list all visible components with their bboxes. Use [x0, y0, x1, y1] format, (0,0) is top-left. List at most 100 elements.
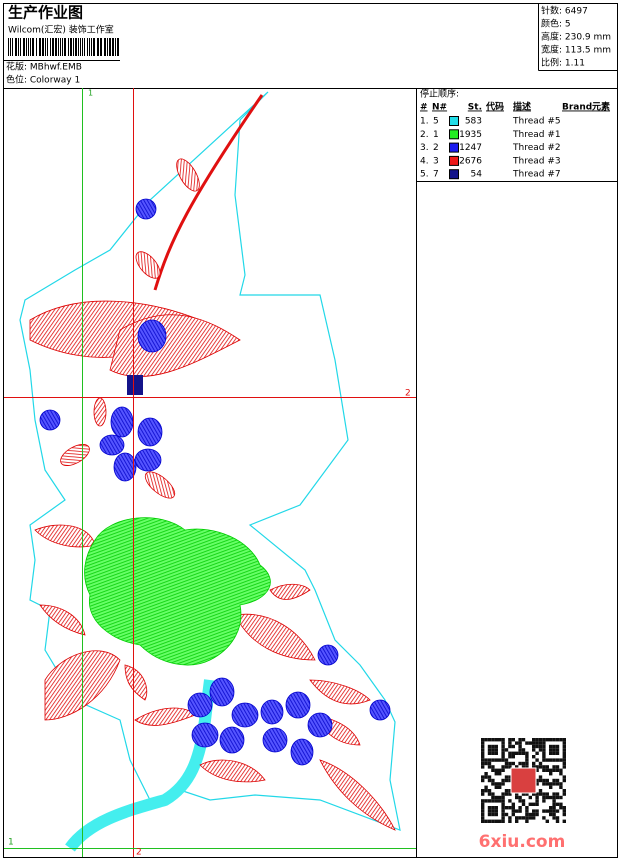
qr-cell: [491, 765, 495, 769]
qr-cell: [559, 785, 563, 789]
bar-stripe: [75, 38, 77, 56]
qr-cell: [525, 806, 529, 810]
qr-logo: [510, 767, 537, 794]
qr-cell: [481, 778, 485, 783]
qr-cell: [545, 778, 549, 783]
qr-cell: [504, 812, 509, 817]
qr-cell: [508, 751, 512, 755]
bar-stripe: [45, 38, 46, 56]
leaves-part: [134, 707, 196, 726]
qr-cell: [562, 748, 566, 752]
qr-cell: [504, 758, 509, 762]
bar-stripe: [60, 38, 61, 56]
title: 生产作业图: [8, 4, 83, 22]
bar-stripe: [39, 38, 41, 56]
qr-cell: [542, 758, 546, 762]
leaves-part: [34, 524, 96, 548]
qr-cell: [552, 795, 556, 800]
guide-label: 1: [88, 89, 93, 98]
qr-cell: [515, 765, 519, 769]
bar-stripe: [89, 38, 90, 56]
qr-cell: [494, 768, 498, 772]
qr-cell: [494, 751, 498, 755]
qr-cell: [501, 751, 505, 755]
qr-cell: [504, 775, 509, 779]
blue-flowers-part: [285, 691, 311, 719]
qr-cell: [501, 765, 505, 769]
qr-cell: [552, 765, 556, 769]
bar-stripe: [47, 38, 48, 56]
bar-stripe: [115, 38, 116, 56]
qr-cell: [491, 782, 495, 786]
qr-cell: [562, 738, 566, 742]
qr-cell: [511, 806, 515, 810]
qr-cell: [521, 765, 526, 769]
color-swatch: [449, 169, 459, 180]
qr-cell: [562, 778, 566, 783]
qr-cell: [487, 789, 492, 793]
qr-cell: [549, 782, 553, 786]
qr-cell: [542, 748, 546, 752]
bar-stripe: [91, 38, 92, 56]
bar-stripe: [104, 38, 106, 56]
qr-cell: [518, 816, 522, 820]
qr-cell: [562, 819, 566, 823]
qr-cell: [508, 761, 512, 766]
qr-cell: [494, 812, 498, 817]
qr-cell: [555, 768, 560, 772]
qr-cell: [481, 775, 485, 779]
qr-cell: [487, 751, 492, 755]
leaves-part: [144, 471, 176, 499]
qr-cell: [545, 765, 549, 769]
guide-label: 2: [136, 848, 142, 858]
outline: [19, 91, 401, 831]
blue-flowers-part: [191, 722, 219, 748]
qr-cell: [549, 751, 553, 755]
qr-cell: [535, 812, 539, 817]
qr-cell: [511, 738, 515, 742]
blue-flowers: [39, 198, 391, 766]
column-header: 元素: [592, 101, 610, 113]
qr-cell: [562, 755, 566, 759]
blue-flowers-part: [231, 702, 259, 728]
qr-cell: [487, 792, 492, 796]
qr-cell: [542, 816, 546, 820]
qr-cell: [515, 809, 519, 813]
needle: 1: [433, 130, 439, 140]
qr-cell: [494, 782, 498, 786]
qr-cell: [508, 792, 512, 796]
qr-cell: [562, 792, 566, 796]
qr-cell: [487, 812, 492, 817]
qr-cell: [494, 748, 498, 752]
qr-cell: [481, 809, 485, 813]
qr-cell: [562, 765, 566, 769]
leaves-part: [124, 664, 148, 701]
qr-cell: [494, 795, 498, 800]
column-header: #: [420, 103, 428, 113]
column-header: Brand: [562, 103, 592, 113]
qr-cell: [545, 768, 549, 772]
blue-flowers-part: [369, 699, 391, 721]
qr-cell: [518, 795, 522, 800]
frame-part: [3, 3, 618, 858]
qr-cell: [552, 809, 556, 813]
qr-cell: [491, 806, 495, 810]
stitch-count: 2676: [459, 156, 482, 166]
qr-cell: [545, 819, 549, 823]
qr-cell: [535, 778, 539, 783]
qr-cell: [498, 819, 502, 823]
qr-cell: [484, 785, 488, 789]
qr-cell: [494, 799, 498, 803]
qr-cell: [491, 768, 495, 772]
qr-cell: [528, 816, 532, 820]
qr-cell: [542, 792, 546, 796]
bar-stripe: [73, 38, 74, 56]
qr-cell: [518, 738, 522, 742]
qr-cell: [552, 782, 556, 786]
qr-cell: [545, 792, 549, 796]
qr-cell: [484, 799, 488, 803]
qr-cell: [501, 795, 505, 800]
qr-cell: [555, 738, 560, 742]
qr-cell: [542, 795, 546, 800]
qr-cell: [549, 738, 553, 742]
